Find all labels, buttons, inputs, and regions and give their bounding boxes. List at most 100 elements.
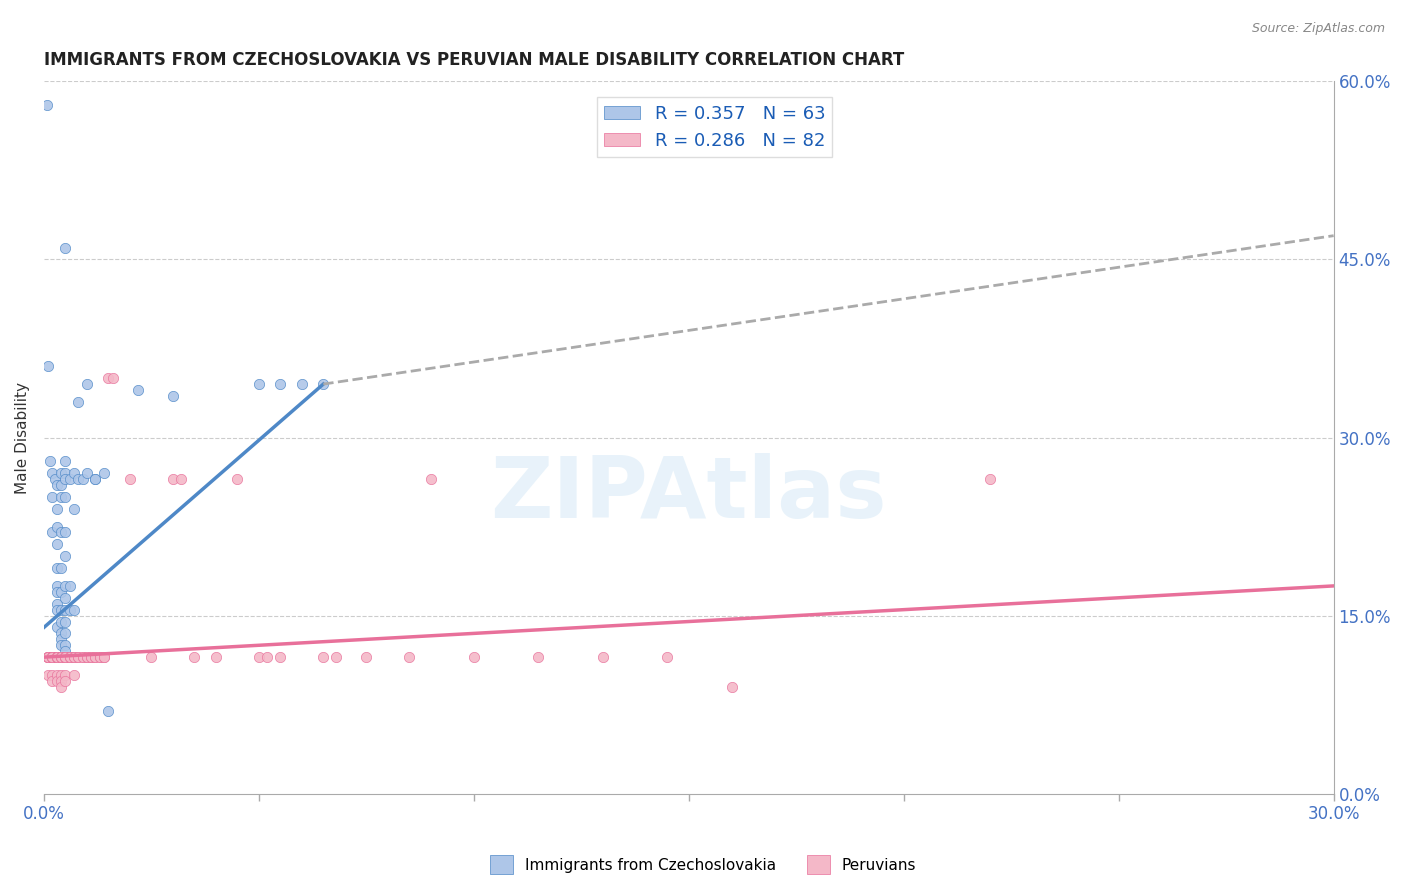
Y-axis label: Male Disability: Male Disability: [15, 382, 30, 493]
Point: [72, 472, 94, 486]
Point: [527, 650, 550, 665]
Point: [72, 650, 94, 665]
Point: [37, 650, 59, 665]
Point: [49, 478, 72, 492]
Point: [41, 650, 63, 665]
Point: [37, 359, 59, 374]
Point: [657, 650, 679, 665]
Point: [325, 650, 347, 665]
Point: [41, 525, 63, 540]
Text: Source: ZipAtlas.com: Source: ZipAtlas.com: [1251, 22, 1385, 36]
Point: [93, 650, 115, 665]
Point: [84, 650, 107, 665]
Point: [37, 650, 59, 665]
Point: [84, 472, 107, 486]
Point: [247, 650, 270, 665]
Point: [45, 650, 67, 665]
Point: [291, 377, 314, 392]
Point: [162, 389, 184, 403]
Point: [41, 650, 63, 665]
Point: [162, 472, 184, 486]
Point: [45, 668, 67, 682]
Point: [49, 615, 72, 629]
Point: [55, 549, 77, 564]
Point: [45, 650, 67, 665]
Point: [63, 602, 86, 616]
Point: [45, 579, 67, 593]
Point: [55, 650, 77, 665]
Point: [49, 650, 72, 665]
Point: [37, 650, 59, 665]
Point: [55, 591, 77, 605]
Point: [55, 644, 77, 658]
Point: [67, 395, 90, 409]
Point: [55, 241, 77, 255]
Legend: R = 0.357   N = 63, R = 0.286   N = 82: R = 0.357 N = 63, R = 0.286 N = 82: [596, 97, 832, 157]
Point: [49, 650, 72, 665]
Point: [55, 472, 77, 486]
Point: [59, 579, 82, 593]
Point: [41, 466, 63, 480]
Point: [67, 650, 90, 665]
Point: [269, 650, 291, 665]
Point: [80, 650, 103, 665]
Point: [41, 650, 63, 665]
Point: [49, 525, 72, 540]
Point: [269, 377, 291, 392]
Point: [63, 501, 86, 516]
Point: [55, 673, 77, 688]
Point: [41, 673, 63, 688]
Point: [84, 650, 107, 665]
Point: [89, 650, 111, 665]
Point: [44, 472, 66, 486]
Legend: Immigrants from Czechoslovakia, Peruvians: Immigrants from Czechoslovakia, Peruvian…: [484, 849, 922, 880]
Point: [55, 650, 77, 665]
Point: [49, 466, 72, 480]
Point: [41, 490, 63, 504]
Text: ZIPAtlas: ZIPAtlas: [491, 453, 887, 536]
Point: [55, 650, 77, 665]
Point: [141, 650, 163, 665]
Point: [59, 650, 82, 665]
Point: [37, 650, 59, 665]
Point: [45, 650, 67, 665]
Point: [55, 525, 77, 540]
Point: [76, 650, 98, 665]
Point: [37, 98, 59, 112]
Point: [720, 680, 742, 694]
Point: [55, 579, 77, 593]
Point: [45, 650, 67, 665]
Point: [37, 650, 59, 665]
Point: [76, 377, 98, 392]
Point: [41, 650, 63, 665]
Point: [45, 501, 67, 516]
Point: [49, 650, 72, 665]
Point: [49, 650, 72, 665]
Point: [312, 377, 335, 392]
Point: [55, 668, 77, 682]
Point: [49, 680, 72, 694]
Point: [45, 585, 67, 599]
Point: [39, 454, 62, 468]
Point: [63, 668, 86, 682]
Point: [55, 490, 77, 504]
Point: [49, 673, 72, 688]
Point: [55, 454, 77, 468]
Point: [226, 472, 249, 486]
Point: [80, 650, 103, 665]
Point: [97, 704, 120, 718]
Point: [37, 668, 59, 682]
Point: [45, 519, 67, 533]
Point: [45, 650, 67, 665]
Point: [63, 650, 86, 665]
Point: [101, 371, 124, 385]
Point: [45, 561, 67, 575]
Point: [59, 650, 82, 665]
Point: [59, 602, 82, 616]
Point: [55, 638, 77, 652]
Point: [45, 650, 67, 665]
Point: [247, 377, 270, 392]
Text: IMMIGRANTS FROM CZECHOSLOVAKIA VS PERUVIAN MALE DISABILITY CORRELATION CHART: IMMIGRANTS FROM CZECHOSLOVAKIA VS PERUVI…: [44, 51, 904, 69]
Point: [97, 371, 120, 385]
Point: [979, 472, 1001, 486]
